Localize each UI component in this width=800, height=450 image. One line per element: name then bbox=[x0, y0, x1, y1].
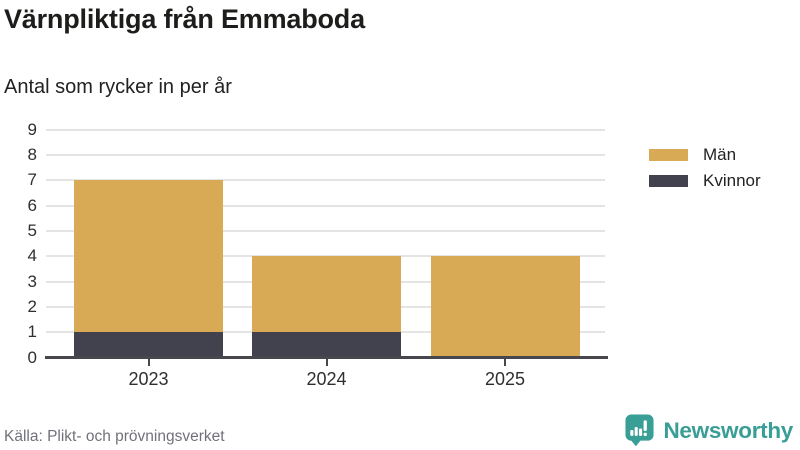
gridline-y-5 bbox=[46, 229, 605, 232]
legend-item-kvinnor: Kvinnor bbox=[649, 171, 761, 190]
legend-label: Kvinnor bbox=[703, 170, 761, 190]
y-axis-tick-label: 8 bbox=[27, 144, 37, 164]
gridline-y-8 bbox=[46, 153, 605, 156]
newsworthy-speech-bubble-chart-icon bbox=[625, 414, 655, 447]
gridline-y-6 bbox=[46, 204, 605, 207]
legend-swatch-kvinnor bbox=[649, 174, 688, 187]
legend-item-män: Män bbox=[649, 145, 761, 164]
y-axis-tick-label: 7 bbox=[27, 170, 37, 190]
bar-2023-kvinnor bbox=[74, 332, 223, 358]
x-axis-tick-label: 2025 bbox=[484, 369, 526, 389]
bar-2024-kvinnor bbox=[252, 332, 401, 358]
y-axis-tick-label: 5 bbox=[27, 220, 37, 240]
y-axis-tick-label: 1 bbox=[27, 322, 37, 342]
y-axis-tick-label: 6 bbox=[27, 195, 37, 215]
y-axis-tick-label: 0 bbox=[27, 347, 37, 367]
legend-swatch-män bbox=[649, 148, 688, 161]
gridline-y-9 bbox=[46, 128, 605, 131]
y-axis-tick-label: 2 bbox=[27, 296, 37, 316]
x-axis-tick-label: 2023 bbox=[128, 369, 169, 389]
x-axis-line bbox=[45, 356, 608, 359]
gridline-y-7 bbox=[46, 179, 605, 182]
y-axis-tick-label: 4 bbox=[27, 246, 37, 266]
y-axis-tick-label: 3 bbox=[27, 271, 37, 291]
chart-subtitle: Antal som rycker in per år bbox=[4, 76, 232, 98]
bar-2023-män bbox=[74, 180, 223, 333]
legend-label: Män bbox=[703, 144, 737, 164]
x-axis-tick bbox=[147, 358, 150, 366]
brand-name: Newsworthy bbox=[663, 417, 793, 443]
bar-2025-män bbox=[430, 256, 580, 358]
x-axis-tick-label: 2024 bbox=[306, 369, 347, 389]
legend: Män Kvinnor bbox=[649, 145, 761, 197]
y-axis-tick-label: 9 bbox=[27, 119, 37, 139]
bar-2024-män bbox=[252, 256, 401, 333]
brand-logo: Newsworthy bbox=[624, 413, 793, 447]
x-axis-tick bbox=[325, 358, 328, 366]
source-note: Källa: Plikt- och prövningsverket bbox=[4, 428, 225, 445]
chart-title: Värnpliktiga från Emmaboda bbox=[4, 4, 365, 34]
x-axis-tick bbox=[504, 358, 506, 366]
